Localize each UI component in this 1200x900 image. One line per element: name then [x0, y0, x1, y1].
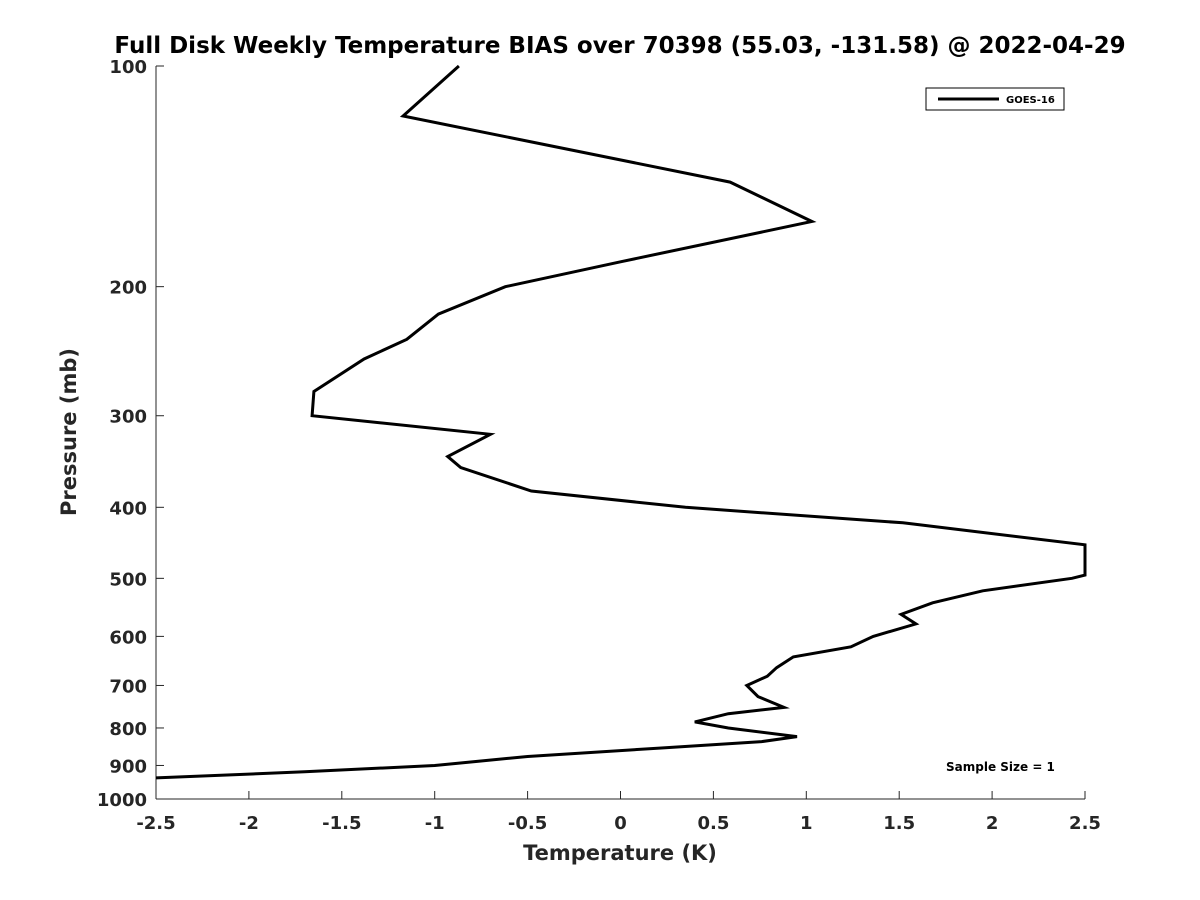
- y-tick-label: 300: [109, 407, 147, 428]
- x-tick-label: 0: [614, 813, 627, 834]
- x-tick-label: 1.5: [883, 813, 915, 834]
- chart-title: Full Disk Weekly Temperature BIAS over 7…: [114, 33, 1125, 59]
- plot-area: [156, 66, 1085, 799]
- x-tick-label: -2: [239, 813, 259, 834]
- y-tick-label: 200: [109, 278, 147, 299]
- series-line-goes-16: [155, 64, 1087, 780]
- y-tick-label: 100: [109, 57, 147, 78]
- x-tick-label: 2: [986, 813, 999, 834]
- y-tick-label: 600: [109, 627, 147, 648]
- y-axis-label: Pressure (mb): [57, 348, 81, 516]
- y-axis: 100 200 300 400 500 600 700 800 900 1000 Pressure…: [57, 57, 164, 811]
- y-ticks: 100 200 300 400 500 600 700 800 900 1000: [97, 57, 164, 811]
- sample-size-annotation: Sample Size = 1: [946, 760, 1055, 774]
- y-tick-label: 900: [109, 756, 147, 777]
- legend: GOES-16: [925, 87, 1065, 111]
- x-axis: -2.5 -2 -1.5 -1 -0.5 0 0.5 1 1.5 2 2.5 Temperature…: [136, 791, 1101, 865]
- y-tick-label: 500: [109, 569, 147, 590]
- y-tick-label: 800: [109, 719, 147, 740]
- x-tick-label: -1: [425, 813, 445, 834]
- x-tick-label: -0.5: [508, 813, 547, 834]
- y-tick-label: 700: [109, 676, 147, 697]
- x-tick-label: 0.5: [697, 813, 729, 834]
- x-tick-label: -2.5: [136, 813, 175, 834]
- x-tick-label: -1.5: [322, 813, 361, 834]
- x-tick-label: 1: [800, 813, 813, 834]
- x-tick-label: 2.5: [1069, 813, 1101, 834]
- x-ticks: -2.5 -2 -1.5 -1 -0.5 0 0.5 1 1.5 2 2.5: [136, 791, 1101, 834]
- y-tick-label: 1000: [97, 790, 147, 811]
- legend-label-goes-16: GOES-16: [1006, 95, 1055, 106]
- x-axis-label: Temperature (K): [523, 841, 717, 865]
- series-layer: [155, 64, 1087, 780]
- y-tick-label: 400: [109, 498, 147, 519]
